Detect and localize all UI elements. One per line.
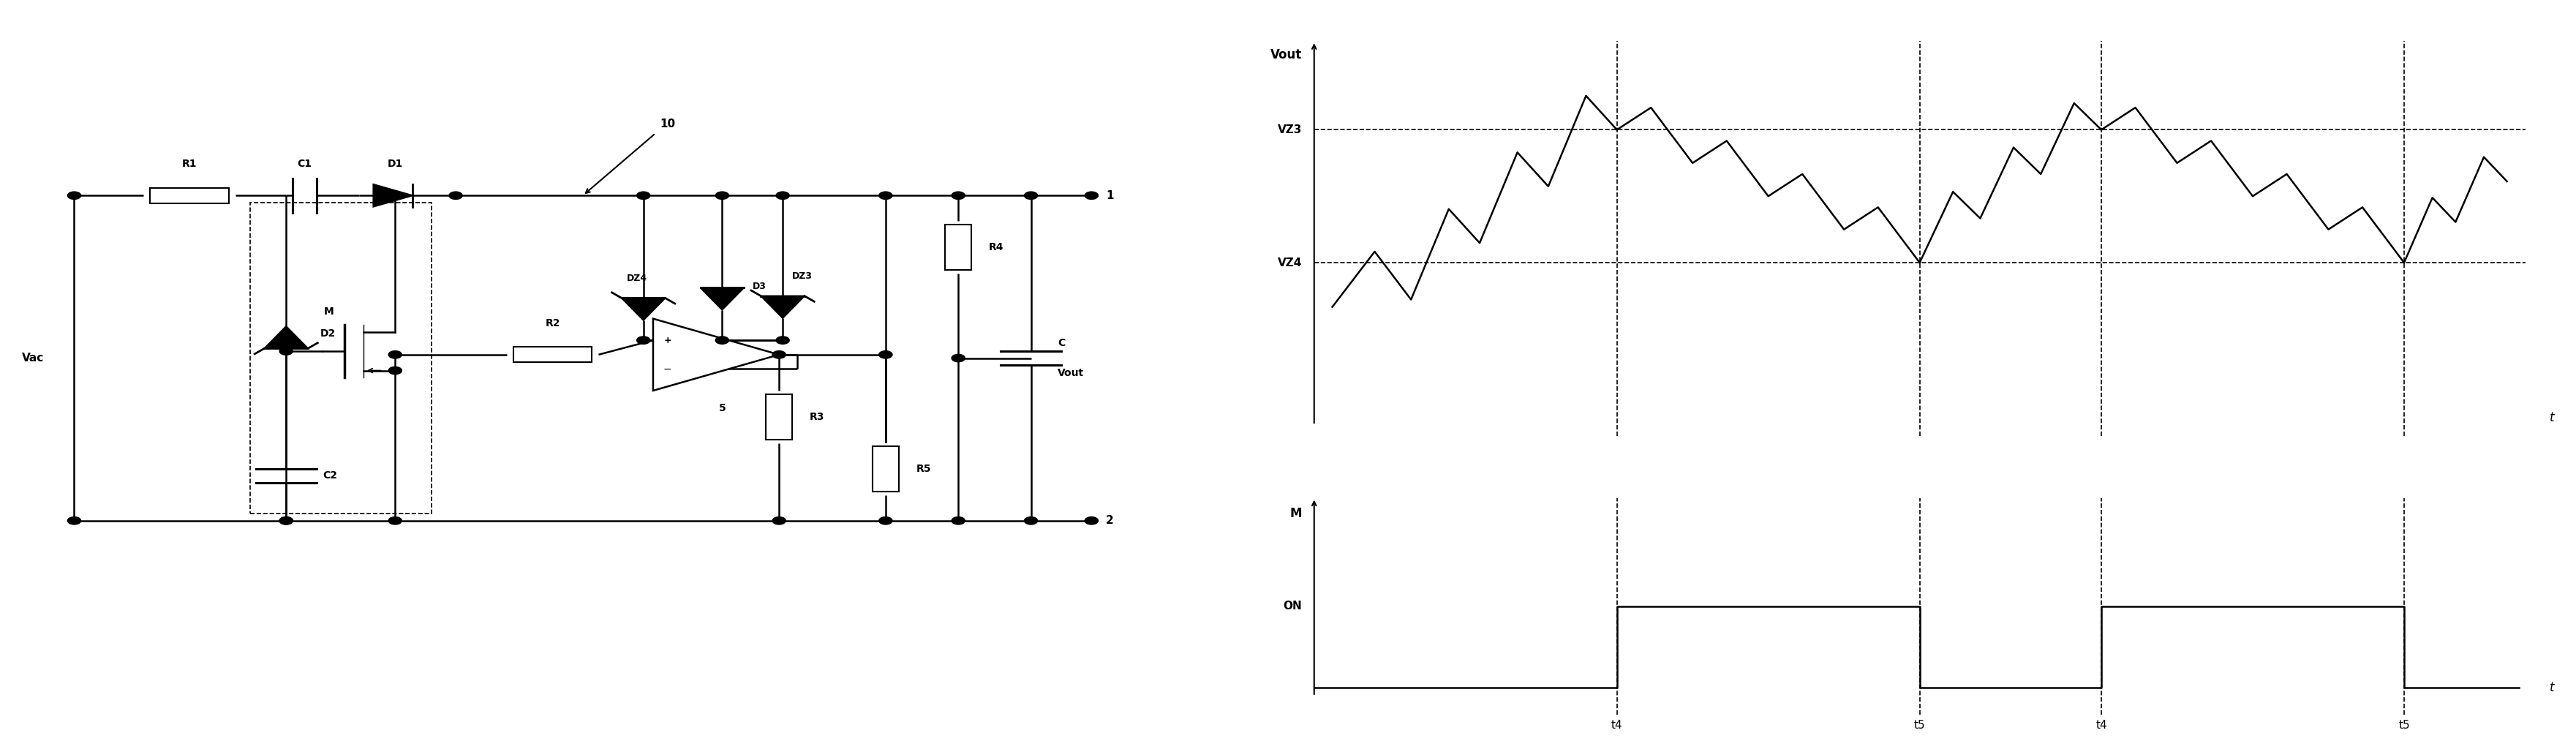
Text: R1: R1 bbox=[183, 159, 196, 169]
Text: VZ3: VZ3 bbox=[1278, 124, 1301, 135]
Circle shape bbox=[389, 517, 402, 524]
Circle shape bbox=[716, 192, 729, 199]
Text: M: M bbox=[1291, 507, 1301, 520]
Circle shape bbox=[951, 192, 963, 199]
Bar bbox=[149, 188, 229, 203]
Text: 1: 1 bbox=[1105, 190, 1113, 201]
Text: D2: D2 bbox=[319, 329, 335, 339]
Circle shape bbox=[951, 517, 963, 524]
Circle shape bbox=[716, 336, 729, 344]
Circle shape bbox=[636, 192, 649, 199]
Text: t4: t4 bbox=[2094, 720, 2107, 731]
Circle shape bbox=[448, 192, 461, 199]
Bar bbox=[873, 446, 899, 491]
Polygon shape bbox=[760, 296, 804, 318]
Text: C1: C1 bbox=[296, 159, 312, 169]
Circle shape bbox=[775, 192, 788, 199]
Circle shape bbox=[1084, 517, 1097, 524]
Polygon shape bbox=[621, 298, 665, 320]
Text: Vac: Vac bbox=[21, 353, 44, 363]
Text: D3: D3 bbox=[752, 281, 765, 291]
Text: DZ4: DZ4 bbox=[626, 273, 647, 283]
Circle shape bbox=[1084, 192, 1097, 199]
Text: DZ3: DZ3 bbox=[793, 271, 811, 280]
Text: R3: R3 bbox=[809, 412, 824, 422]
Polygon shape bbox=[265, 326, 309, 348]
Bar bbox=[250, 202, 430, 514]
Bar bbox=[765, 394, 793, 439]
Text: t4: t4 bbox=[1610, 720, 1623, 731]
Circle shape bbox=[67, 517, 80, 524]
Text: R5: R5 bbox=[914, 464, 930, 474]
Text: 5: 5 bbox=[719, 403, 726, 414]
Circle shape bbox=[773, 517, 786, 524]
Circle shape bbox=[1025, 192, 1038, 199]
Text: +: + bbox=[665, 335, 672, 345]
Circle shape bbox=[773, 351, 786, 359]
Text: t: t bbox=[2548, 681, 2553, 694]
Polygon shape bbox=[652, 319, 778, 390]
Circle shape bbox=[389, 192, 402, 199]
Text: Vout: Vout bbox=[1056, 368, 1084, 378]
Text: Vout: Vout bbox=[1270, 49, 1301, 62]
Text: C: C bbox=[1056, 338, 1064, 348]
Text: 2: 2 bbox=[1105, 515, 1113, 526]
Circle shape bbox=[878, 351, 891, 359]
Text: VZ4: VZ4 bbox=[1278, 257, 1301, 268]
Polygon shape bbox=[701, 288, 744, 310]
Circle shape bbox=[389, 351, 402, 359]
Circle shape bbox=[878, 517, 891, 524]
Circle shape bbox=[1025, 517, 1038, 524]
Text: R2: R2 bbox=[546, 318, 559, 329]
Circle shape bbox=[389, 367, 402, 374]
Text: ON: ON bbox=[1283, 601, 1301, 611]
Bar bbox=[513, 347, 592, 362]
Circle shape bbox=[278, 517, 294, 524]
Circle shape bbox=[278, 347, 294, 355]
Circle shape bbox=[278, 517, 294, 524]
Circle shape bbox=[67, 192, 80, 199]
Circle shape bbox=[775, 336, 788, 344]
Text: R4: R4 bbox=[989, 242, 1002, 253]
Text: 10: 10 bbox=[659, 119, 675, 130]
Text: D1: D1 bbox=[386, 159, 402, 169]
Text: t: t bbox=[2548, 411, 2553, 424]
Text: t5: t5 bbox=[2398, 720, 2409, 731]
Circle shape bbox=[951, 354, 963, 362]
Text: C2: C2 bbox=[322, 471, 337, 481]
Bar bbox=[945, 225, 971, 270]
Circle shape bbox=[636, 336, 649, 344]
Text: M: M bbox=[325, 306, 332, 317]
Text: −: − bbox=[662, 364, 672, 374]
Polygon shape bbox=[374, 184, 412, 207]
Circle shape bbox=[878, 192, 891, 199]
Text: t5: t5 bbox=[1914, 720, 1924, 731]
